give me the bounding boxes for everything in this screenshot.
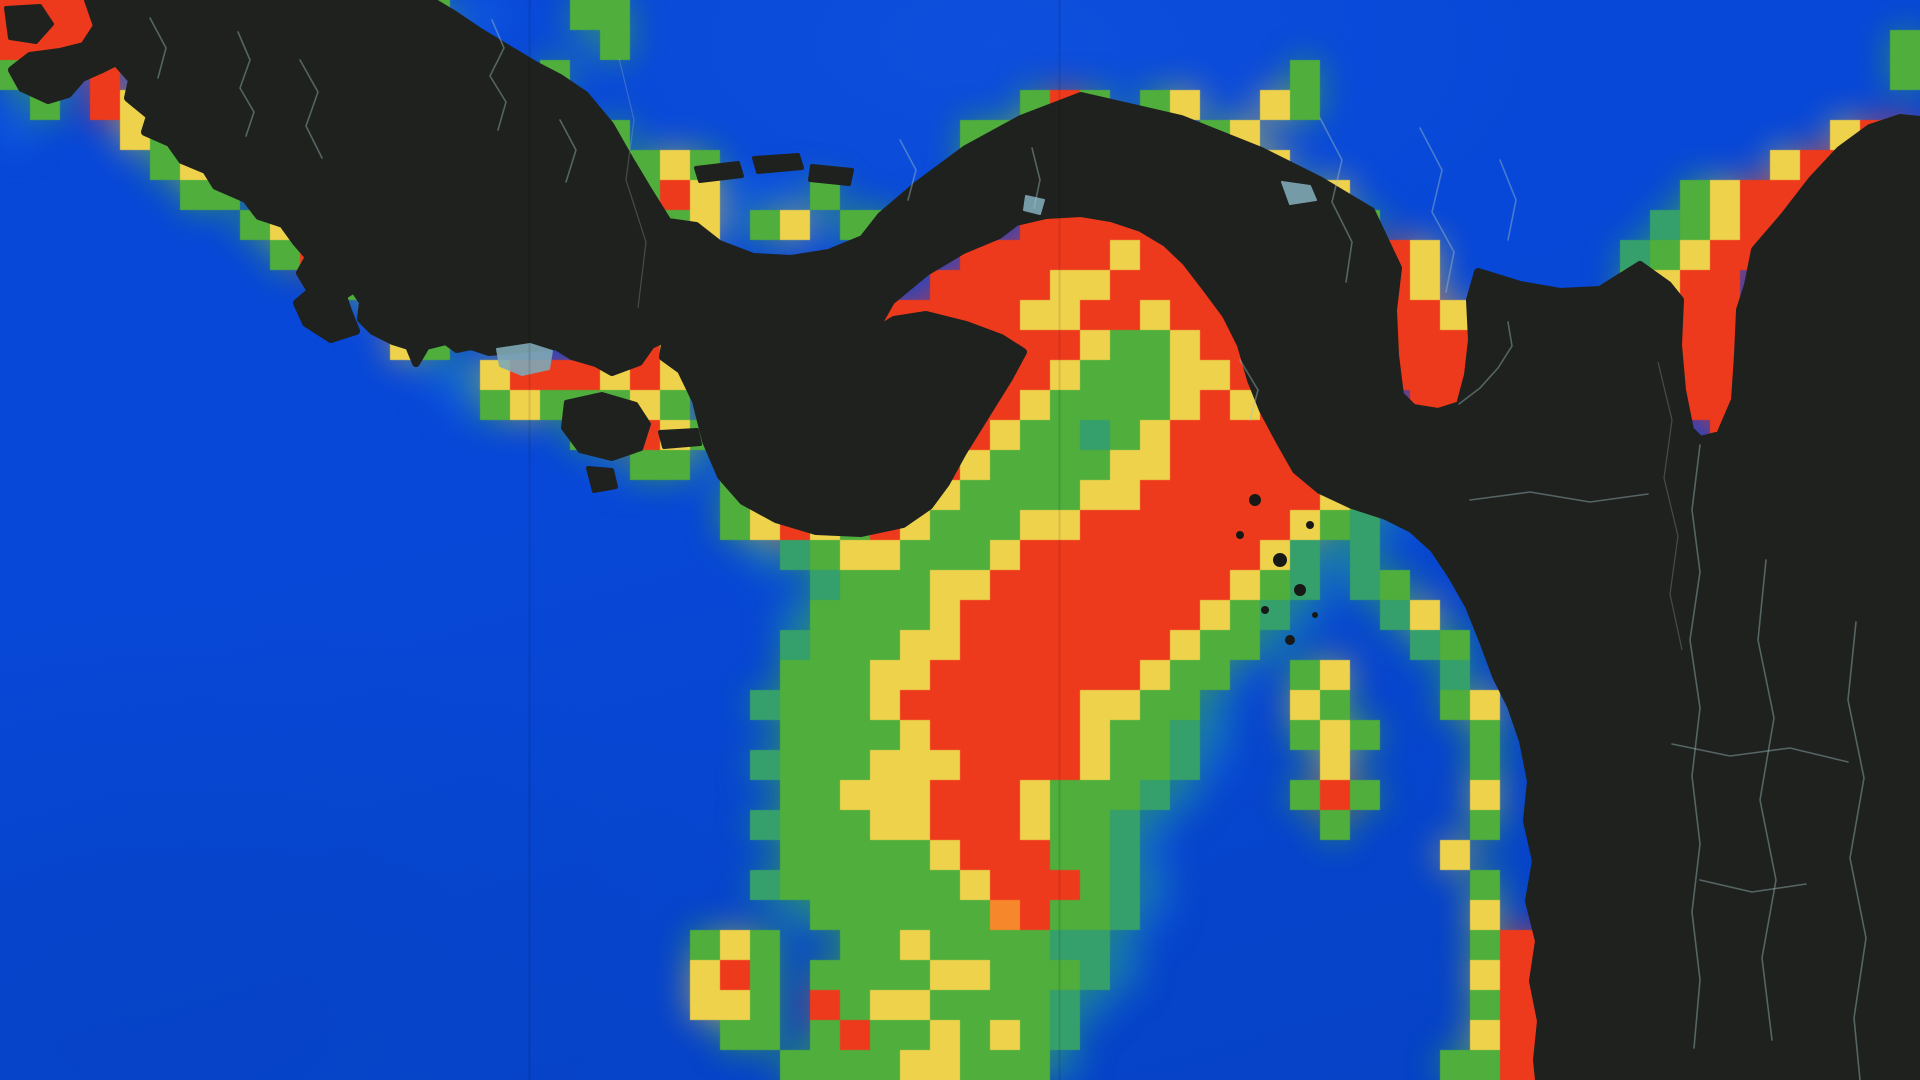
coiba-island <box>561 392 651 461</box>
pearl-island-dot <box>1294 584 1306 596</box>
country-border-line <box>1657 361 1683 651</box>
river-line <box>559 119 577 183</box>
bocas-island-2 <box>752 153 804 174</box>
pearl-island-dot <box>1306 521 1314 529</box>
pearl-island-dot <box>1312 612 1318 618</box>
pearl-island-dot <box>1249 494 1261 506</box>
river-line <box>1847 621 1867 1080</box>
river-line <box>1319 117 1353 283</box>
river-line <box>1499 159 1517 241</box>
chiriqui-lagoon <box>496 343 553 376</box>
jicaron-island <box>586 466 618 493</box>
pearl-island-dot <box>1273 553 1287 567</box>
river-line <box>1689 444 1701 1049</box>
pearl-island-dot <box>1236 531 1244 539</box>
river-line <box>1458 321 1513 405</box>
corner-island <box>4 4 54 44</box>
pearl-island-dot <box>1285 635 1295 645</box>
cebaco-island <box>658 428 702 449</box>
gatun-lake <box>1023 195 1045 215</box>
bayano-lake <box>1281 181 1317 205</box>
river-line <box>149 17 167 79</box>
river-line <box>1031 147 1041 209</box>
river-line <box>1671 743 1849 763</box>
river-line <box>299 59 323 159</box>
river-line <box>237 31 255 137</box>
river-line <box>899 139 917 201</box>
river-line <box>1239 359 1259 421</box>
river-line <box>489 19 507 131</box>
bocas-island-1 <box>694 161 744 183</box>
country-border-line <box>618 57 647 309</box>
river-line <box>1419 127 1455 293</box>
river-line <box>1469 491 1649 503</box>
mainland-landmass <box>8 0 1920 1080</box>
river-line <box>1757 559 1777 1041</box>
bocas-island-3 <box>808 164 854 186</box>
pearl-island-dot <box>1261 606 1269 614</box>
river-line <box>1699 879 1807 893</box>
